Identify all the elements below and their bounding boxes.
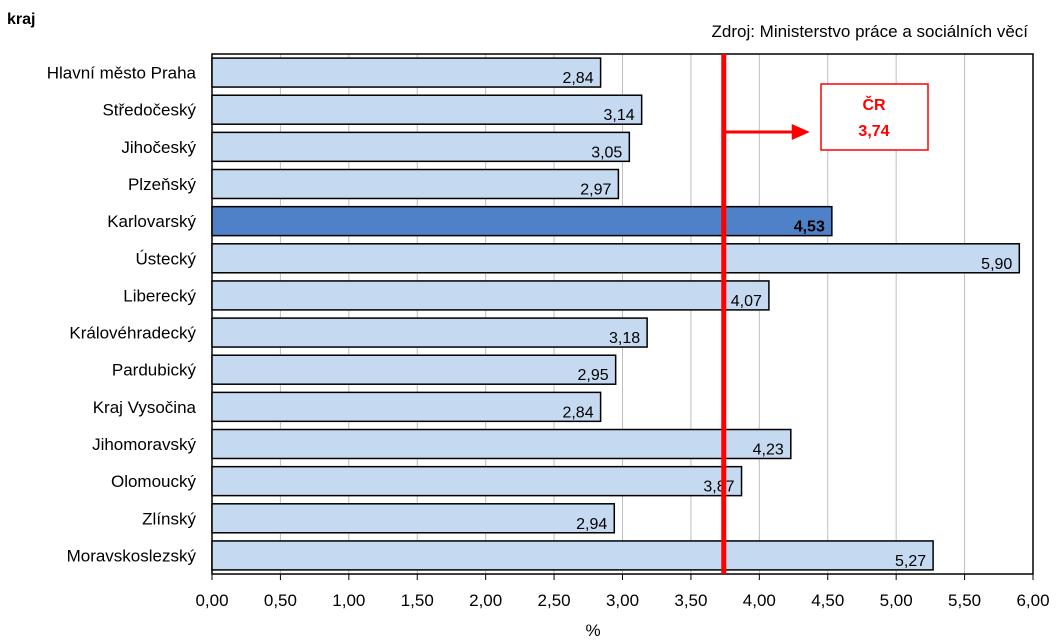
category-label: Pardubický xyxy=(112,361,197,380)
x-axis-label: % xyxy=(585,621,600,639)
reference-arrow-head xyxy=(791,124,810,140)
bar-value-label: 4,07 xyxy=(731,293,762,310)
bar xyxy=(211,205,833,237)
source-note: Zdroj: Ministerstvo práce a sociálních v… xyxy=(711,22,1028,41)
bar xyxy=(211,94,643,125)
x-tick-label: 4,50 xyxy=(811,591,844,610)
category-label: Kraj Vysočina xyxy=(93,398,197,417)
category-label: Středočeský xyxy=(102,101,196,120)
bar xyxy=(211,131,631,163)
reference-label-cr: ČR xyxy=(862,95,886,114)
value-labels: 2,84 3,14 3,05 2,97 4,53 5,90 4,07 3,18 2,95 2,84… xyxy=(562,70,1012,570)
category-label: Jihomoravský xyxy=(92,435,196,454)
x-tick-label: 5,50 xyxy=(948,591,981,610)
category-label: Karlovarský xyxy=(107,212,196,231)
category-label: Liberecký xyxy=(123,286,196,305)
bar xyxy=(211,243,1021,274)
category-label: Olomoucký xyxy=(111,472,197,491)
x-tick-label: 1,00 xyxy=(332,591,365,610)
x-axis-ticks: 0,00 0,50 1,00 1,50 2,00 2,50 3,00 3,50 4,00 4,50… xyxy=(195,574,1050,610)
category-labels: Hlavní město Praha Středočeský Jihočeský Pl… xyxy=(47,64,197,566)
bar-value-label: 4,53 xyxy=(794,219,825,236)
reference-line-group: ČR 3,74 xyxy=(721,54,929,574)
bar xyxy=(211,280,770,311)
category-label: Moravskoslezský xyxy=(67,546,197,565)
x-tick-label: 1,50 xyxy=(401,591,434,610)
bars xyxy=(211,57,1021,571)
category-label: Královéhradecký xyxy=(69,324,196,343)
bar xyxy=(211,354,617,385)
x-tick-label: 2,50 xyxy=(538,591,571,610)
bar-value-label: 2,84 xyxy=(562,404,593,421)
x-tick-label: 0,00 xyxy=(195,591,228,610)
x-tick-label: 5,00 xyxy=(880,591,913,610)
bar-value-label: 5,27 xyxy=(895,553,926,570)
bar-value-label: 3,14 xyxy=(604,107,635,124)
category-label: Zlínský xyxy=(142,509,196,528)
bar xyxy=(211,57,602,88)
x-tick-label: 3,50 xyxy=(674,591,707,610)
x-tick-label: 6,00 xyxy=(1016,591,1049,610)
bar-value-label: 2,94 xyxy=(576,516,607,533)
bar xyxy=(211,168,620,200)
x-tick-label: 0,50 xyxy=(264,591,297,610)
category-label: Plzeňský xyxy=(128,175,197,194)
y-axis-title: kraj xyxy=(7,11,35,28)
bar-value-label: 2,97 xyxy=(580,181,611,198)
bar xyxy=(211,317,648,348)
bar-value-label: 5,90 xyxy=(981,256,1012,273)
bar-value-label: 3,05 xyxy=(591,144,622,161)
x-tick-label: 3,00 xyxy=(606,591,639,610)
category-label: Jihočeský xyxy=(121,138,196,157)
category-label: Ústecký xyxy=(136,249,197,268)
category-label: Hlavní město Praha xyxy=(47,64,197,83)
bar xyxy=(211,391,602,423)
x-tick-label: 2,00 xyxy=(469,591,502,610)
bar-value-label: 3,18 xyxy=(609,330,640,347)
bar-value-label: 2,84 xyxy=(562,70,593,87)
bar xyxy=(211,503,616,534)
reference-label-value: 3,74 xyxy=(858,123,889,140)
bar-value-label: 4,23 xyxy=(753,441,784,458)
x-tick-label: 4,00 xyxy=(743,591,776,610)
bar-value-label: 2,95 xyxy=(578,367,609,384)
reference-label-box xyxy=(820,83,929,151)
bar xyxy=(211,428,792,460)
bar xyxy=(211,465,743,497)
bar-value-label: 3,87 xyxy=(703,479,734,496)
bar xyxy=(211,540,934,571)
